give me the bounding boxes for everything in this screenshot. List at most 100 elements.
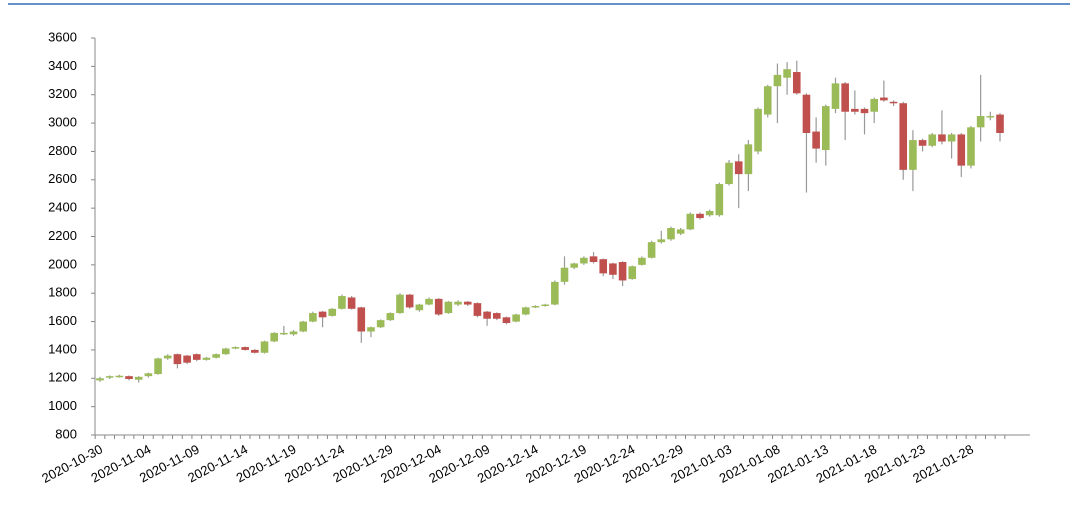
y-tick-label: 1200: [48, 370, 77, 385]
candle-body: [763, 86, 772, 115]
candle-body: [541, 304, 549, 307]
candle-body: [154, 358, 162, 375]
candle-body: [996, 114, 1004, 133]
y-tick-label: 3000: [48, 115, 77, 130]
y-tick-label: 1000: [48, 398, 77, 413]
candle-body: [657, 239, 666, 243]
candle-body: [560, 267, 569, 282]
candle-body: [734, 161, 743, 175]
candle-body: [434, 298, 443, 315]
y-tick-label: 2200: [48, 228, 77, 243]
candle-body: [483, 311, 491, 319]
candle-body: [570, 263, 578, 268]
candle-body: [512, 314, 520, 322]
candle-body: [986, 115, 995, 118]
candle-body: [928, 134, 937, 146]
candle-body: [338, 296, 346, 309]
candle-body: [609, 263, 617, 275]
y-tick-label: 2600: [48, 171, 77, 186]
candle-body: [202, 357, 211, 360]
candle-body: [367, 327, 375, 332]
candle-body: [792, 72, 801, 94]
candle-body: [396, 294, 404, 314]
candle-body: [357, 307, 366, 332]
candle-body: [425, 298, 433, 305]
candle-body: [444, 301, 453, 314]
candle-body: [212, 354, 220, 358]
candle-body: [492, 313, 501, 319]
candle-body: [173, 354, 182, 365]
candle-body: [270, 332, 278, 342]
candle-body: [667, 227, 675, 240]
candle-body: [812, 131, 820, 149]
candle-body: [531, 305, 540, 308]
candle-body: [976, 115, 985, 128]
candle-body: [918, 140, 927, 146]
y-tick-label: 1400: [48, 341, 77, 356]
candle-body: [831, 83, 840, 109]
candle-body: [241, 347, 249, 350]
candle-body: [463, 301, 472, 305]
candle-body: [909, 140, 917, 170]
candle-body: [686, 213, 695, 230]
y-tick-label: 1600: [48, 313, 77, 328]
candle-body: [822, 106, 830, 151]
candle-body: [744, 144, 753, 175]
candle-body: [589, 256, 598, 263]
candle-body: [522, 307, 530, 315]
candle-body: [473, 303, 482, 316]
candle-body: [880, 97, 888, 101]
candle-body: [599, 259, 608, 274]
candle-body: [386, 313, 395, 321]
candle-body: [618, 262, 627, 281]
candle-body: [841, 83, 849, 112]
candle-body: [454, 301, 462, 305]
candle-body: [299, 321, 308, 332]
candle-body: [860, 108, 869, 114]
candle-body: [889, 101, 898, 104]
candle-body: [280, 332, 288, 335]
candle-body: [222, 348, 230, 355]
candle-body: [802, 94, 811, 133]
candle-body: [870, 98, 878, 112]
candle-body: [347, 297, 356, 309]
candle-body: [96, 378, 104, 381]
candle-body: [251, 349, 259, 353]
candle-body: [938, 134, 946, 142]
candle-body: [144, 373, 153, 377]
y-tick-label: 800: [55, 426, 77, 441]
candle-body: [705, 210, 714, 216]
y-tick-label: 3600: [48, 29, 77, 44]
candle-body: [551, 281, 559, 305]
candle-body: [628, 266, 637, 280]
candle-body: [899, 103, 908, 170]
y-tick-label: 2400: [48, 200, 77, 215]
y-tick-label: 3400: [48, 58, 77, 73]
candle-body: [192, 354, 201, 360]
candle-body: [502, 317, 511, 323]
candle-body: [957, 134, 966, 166]
candle-body: [163, 355, 172, 359]
candle-body: [415, 304, 424, 311]
candle-body: [696, 213, 704, 219]
candle-body: [405, 294, 414, 308]
candle-body: [580, 257, 588, 264]
candle-body: [134, 376, 143, 380]
candle-body: [115, 375, 124, 378]
candle-body: [376, 320, 385, 328]
candle-body: [783, 69, 791, 78]
y-tick-label: 2000: [48, 256, 77, 271]
candle-body: [676, 229, 685, 234]
candle-body: [318, 311, 327, 318]
candle-body: [647, 242, 656, 258]
candle-body: [309, 313, 317, 322]
y-tick-label: 3200: [48, 86, 77, 101]
candle-body: [289, 331, 298, 335]
candle-body: [725, 162, 733, 185]
candle-body: [715, 184, 724, 216]
candle-body: [125, 376, 133, 379]
candle-body: [231, 347, 240, 349]
y-tick-label: 2800: [48, 143, 77, 158]
